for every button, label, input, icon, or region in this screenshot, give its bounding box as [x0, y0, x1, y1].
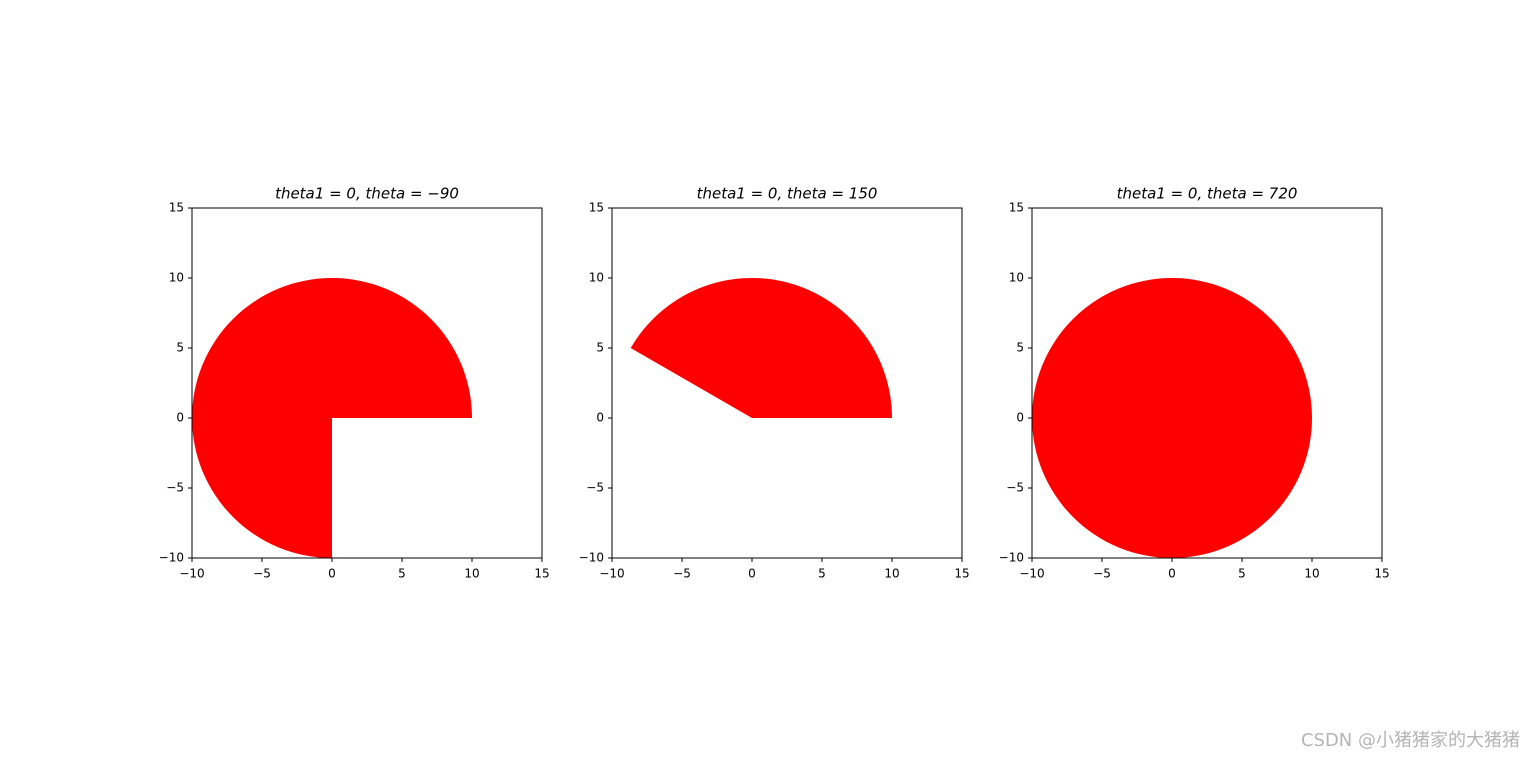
x-tick-label: 5 [818, 567, 826, 581]
x-tick-label: 5 [398, 567, 406, 581]
axes-frame [1031, 207, 1383, 559]
y-tick-label: 10 [589, 271, 604, 285]
y-tick-label: 15 [169, 201, 184, 215]
y-tick-label: 10 [169, 271, 184, 285]
x-tick-label: 15 [1374, 567, 1389, 581]
y-tick-label: −10 [579, 551, 604, 565]
x-tick-label: 10 [464, 567, 479, 581]
y-tick-label: −10 [159, 551, 184, 565]
y-tick-label: 10 [1009, 271, 1024, 285]
x-tick-label: 15 [534, 567, 549, 581]
y-tick-label: 5 [1016, 341, 1024, 355]
x-tick-label: 0 [1168, 567, 1176, 581]
y-tick-label: 0 [176, 411, 184, 425]
y-tick-label: 5 [596, 341, 604, 355]
x-tick-label: 10 [884, 567, 899, 581]
y-tick-label: −10 [999, 551, 1024, 565]
x-tick-label: 0 [748, 567, 756, 581]
y-tick-label: −5 [1006, 481, 1024, 495]
wedge [1032, 278, 1312, 558]
x-tick-label: 5 [1238, 567, 1246, 581]
wedge [192, 278, 472, 558]
chart-title: theta1 = 0, theta = 720 [1117, 185, 1298, 203]
chart-title: theta1 = 0, theta = −90 [275, 185, 459, 203]
y-tick-label: 15 [1009, 201, 1024, 215]
axes-frame [611, 207, 963, 559]
wedge [630, 278, 892, 418]
y-tick-label: 5 [176, 341, 184, 355]
x-tick-label: −5 [673, 567, 691, 581]
axes-frame [191, 207, 543, 559]
x-tick-label: −10 [179, 567, 204, 581]
y-tick-label: −5 [586, 481, 604, 495]
x-tick-label: −5 [253, 567, 271, 581]
watermark: CSDN @小猪猪家的大猪猪 [1301, 730, 1520, 751]
x-tick-label: −10 [599, 567, 624, 581]
y-tick-label: 15 [589, 201, 604, 215]
y-tick-label: 0 [596, 411, 604, 425]
x-tick-label: 0 [328, 567, 336, 581]
chart-title: theta1 = 0, theta = 150 [697, 185, 878, 203]
x-tick-label: −5 [1093, 567, 1111, 581]
x-tick-label: 15 [954, 567, 969, 581]
x-tick-label: −10 [1019, 567, 1044, 581]
y-tick-label: −5 [166, 481, 184, 495]
x-tick-label: 10 [1304, 567, 1319, 581]
y-tick-label: 0 [1016, 411, 1024, 425]
